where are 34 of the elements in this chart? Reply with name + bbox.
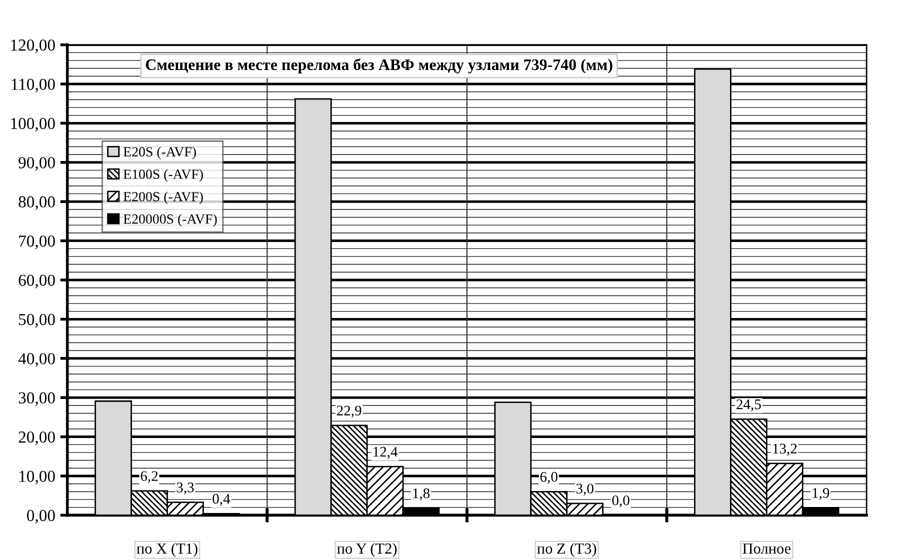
y-tick-label: 110,00 bbox=[12, 78, 55, 92]
data-label: 12,4 bbox=[374, 446, 398, 459]
data-label: 3,0 bbox=[576, 484, 594, 496]
legend-label: E200S (-AVF) bbox=[124, 192, 203, 204]
data-label: 0,0 bbox=[612, 495, 630, 508]
y-tick-label: 40,00 bbox=[18, 353, 55, 367]
x-tick-label: Полное bbox=[742, 544, 791, 554]
x-tick-label: по Z (T3) bbox=[537, 542, 596, 557]
y-tick-label: 20,00 bbox=[18, 432, 55, 446]
y-tick-label: 80,00 bbox=[18, 196, 55, 210]
data-label: 6,0 bbox=[540, 472, 558, 484]
data-label: 13,2 bbox=[773, 444, 797, 456]
legend-label: E20000S (-AVF) bbox=[124, 214, 217, 227]
legend-label: E100S (-AVF) bbox=[124, 169, 203, 182]
legend-label: E20S (-AVF) bbox=[124, 146, 196, 160]
y-tick-label: 90,00 bbox=[18, 157, 55, 171]
data-label: 0,4 bbox=[212, 494, 230, 506]
data-label: 1,8 bbox=[413, 488, 430, 500]
data-label: 22,9 bbox=[336, 406, 362, 418]
data-label: 3,3 bbox=[176, 482, 194, 494]
y-tick-label: 70,00 bbox=[19, 236, 55, 250]
data-label: 1,9 bbox=[812, 488, 830, 500]
y-tick-label: 10,00 bbox=[20, 470, 55, 484]
text: Смещение в месте перелома без АВФ между узлами 739-740 (мм) bbox=[146, 58, 612, 74]
y-tick-label: 60,00 bbox=[18, 274, 55, 288]
data-label: 24,5 bbox=[736, 399, 761, 412]
y-tick-label: 120,00 bbox=[11, 40, 55, 54]
y-tick-label: 0,00 bbox=[27, 510, 55, 524]
x-tick-label: по Y (T2) bbox=[337, 542, 397, 557]
y-tick-label: 100,00 bbox=[11, 118, 55, 132]
x-tick-label: по X (T1) bbox=[136, 542, 198, 557]
data-label: 6,2 bbox=[140, 471, 158, 484]
y-tick-label: 50,00 bbox=[19, 314, 55, 328]
y-tick-label: 30,00 bbox=[18, 392, 55, 406]
